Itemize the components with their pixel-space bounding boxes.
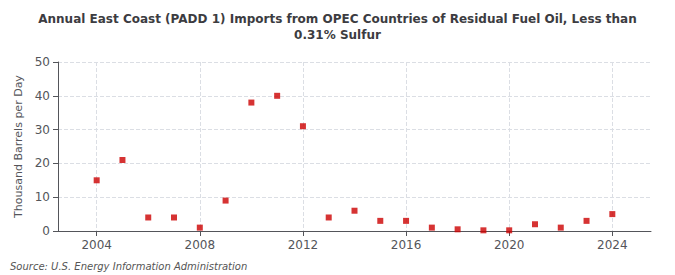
svg-text:Thousand Barrels per Day: Thousand Barrels per Day <box>12 75 25 219</box>
svg-text:50: 50 <box>35 55 50 69</box>
svg-text:2008: 2008 <box>185 238 216 252</box>
svg-text:2016: 2016 <box>391 238 422 252</box>
svg-text:20: 20 <box>35 156 50 170</box>
svg-text:0: 0 <box>42 224 50 238</box>
svg-text:2020: 2020 <box>494 238 525 252</box>
svg-text:2004: 2004 <box>81 238 112 252</box>
svg-text:Source: U.S. Energy Informatio: Source: U.S. Energy Information Administ… <box>10 261 247 272</box>
svg-text:40: 40 <box>35 89 50 103</box>
svg-text:2024: 2024 <box>597 238 628 252</box>
svg-text:Annual East Coast (PADD 1) Imp: Annual East Coast (PADD 1) Imports from … <box>38 12 637 26</box>
svg-text:30: 30 <box>35 123 50 137</box>
svg-text:2012: 2012 <box>288 238 319 252</box>
svg-text:0.31% Sulfur: 0.31% Sulfur <box>294 28 381 42</box>
svg-text:10: 10 <box>35 190 50 204</box>
